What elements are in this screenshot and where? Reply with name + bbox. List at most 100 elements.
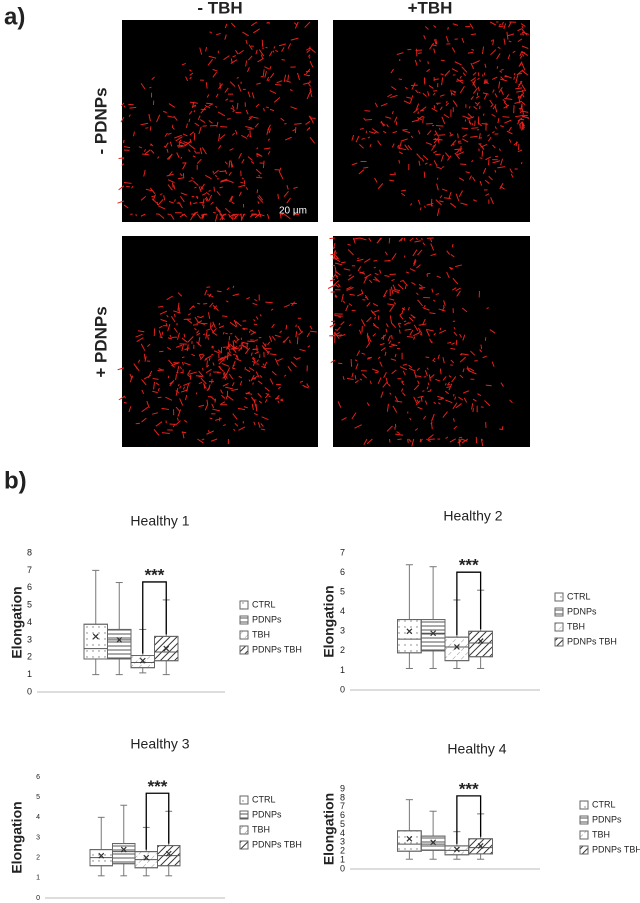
mitochondrion [263, 107, 265, 112]
mitochondrion [120, 116, 125, 123]
mitochondrion [373, 259, 378, 262]
mitochondrion [359, 271, 365, 274]
mitochondrion [385, 377, 389, 385]
mitochondrion [250, 161, 255, 164]
mitochondrion [177, 292, 183, 297]
mitochondrion [480, 344, 483, 350]
scale-bar-label: 20 µm [279, 206, 307, 217]
mitochondrion [332, 246, 336, 250]
mitochondrion [452, 23, 459, 26]
mitochondrion [459, 85, 465, 94]
mitochondrion [387, 93, 392, 98]
mitochondrion [521, 45, 529, 49]
mitochondrion [359, 127, 364, 130]
mitochondrion [431, 341, 433, 344]
mitochondrion [135, 422, 140, 425]
mitochondrion [166, 347, 172, 351]
mitochondrion [204, 355, 212, 360]
mitochondrion [273, 46, 276, 49]
mitochondrion [157, 369, 164, 372]
mitochondrion [171, 182, 174, 188]
mitochondrion [188, 118, 191, 123]
mitochondrion [269, 378, 274, 385]
mitochondrion [309, 330, 317, 333]
mitochondrion [178, 139, 182, 143]
mitochondrion [409, 237, 414, 242]
mitochondrion [372, 333, 376, 337]
mitochondrion [293, 356, 298, 361]
mitochondrion [293, 213, 299, 216]
mitochondrion [265, 46, 268, 49]
mitochondrion [432, 299, 436, 302]
mitochondrion [303, 82, 311, 85]
mitochondrion [232, 364, 235, 367]
mitochondrion [416, 153, 422, 160]
mitochondrion [398, 151, 403, 155]
mitochondrion [343, 268, 351, 271]
mitochondrion [500, 125, 504, 128]
y-tick-label: 4 [340, 828, 345, 838]
mitochondrion [438, 397, 444, 401]
mitochondrion [383, 372, 387, 378]
mitochondrion [283, 336, 290, 344]
mitochondrion [196, 330, 200, 334]
mitochondrion [389, 344, 396, 348]
mitochondrion [174, 420, 181, 426]
mitochondrion [168, 103, 176, 108]
mitochondrion [517, 149, 523, 153]
mitochondrion [224, 23, 228, 29]
y-tick-label: 1 [36, 875, 40, 882]
mitochondrion [414, 428, 419, 431]
mitochondrion [417, 111, 419, 115]
mitochondrion [490, 197, 494, 205]
mean-marker [406, 628, 413, 635]
mitochondrion [171, 363, 178, 367]
y-tick-label: 4 [36, 814, 40, 821]
mitochondrion [157, 156, 160, 159]
mitochondrion [159, 310, 168, 315]
mitochondrion [198, 404, 205, 408]
mitochondrion [257, 380, 263, 385]
mean-marker [139, 657, 146, 664]
mitochondrion [225, 300, 229, 303]
mitochondrion [377, 377, 382, 384]
chart-title: Healthy 3 [130, 736, 189, 752]
mean-marker [430, 630, 437, 637]
mitochondrion [225, 367, 231, 375]
mitochondrion [436, 177, 439, 180]
legend-label: PDNPs [592, 814, 622, 824]
mitochondrion [174, 134, 182, 139]
mitochondrion [193, 211, 199, 214]
significance-label: *** [459, 779, 479, 798]
mitochondrion [398, 78, 402, 81]
mitochondrion [438, 134, 446, 136]
mitochondrion [369, 279, 373, 284]
mitochondrion [279, 330, 283, 334]
mitochondrion [391, 111, 394, 115]
mitochondrion [233, 339, 237, 344]
legend-label: PDNPs [252, 809, 282, 819]
mitochondrion [213, 350, 221, 354]
mitochondrion [335, 332, 340, 335]
mitochondrion [218, 365, 224, 372]
significance-label: *** [148, 777, 168, 796]
mitochondrion [253, 421, 256, 426]
mitochondrion [216, 191, 221, 196]
mitochondrion [466, 366, 470, 371]
mitochondrion [176, 417, 179, 421]
mitochondrion [256, 345, 258, 352]
mitochondrion [181, 356, 185, 359]
mitochondrion [417, 395, 424, 399]
mitochondrion [219, 325, 225, 329]
mitochondrion [491, 76, 498, 80]
mitochondrion [461, 438, 469, 444]
mitochondrion [422, 115, 425, 118]
mitochondrion [304, 21, 311, 28]
mitochondrion [434, 130, 439, 138]
chart-title: Healthy 4 [447, 741, 506, 757]
mitochondrion [453, 331, 458, 337]
y-tick-label: 6 [340, 810, 345, 820]
mitochondrion [258, 400, 263, 404]
mitochondrion [402, 382, 405, 386]
mitochondrion [271, 371, 277, 376]
